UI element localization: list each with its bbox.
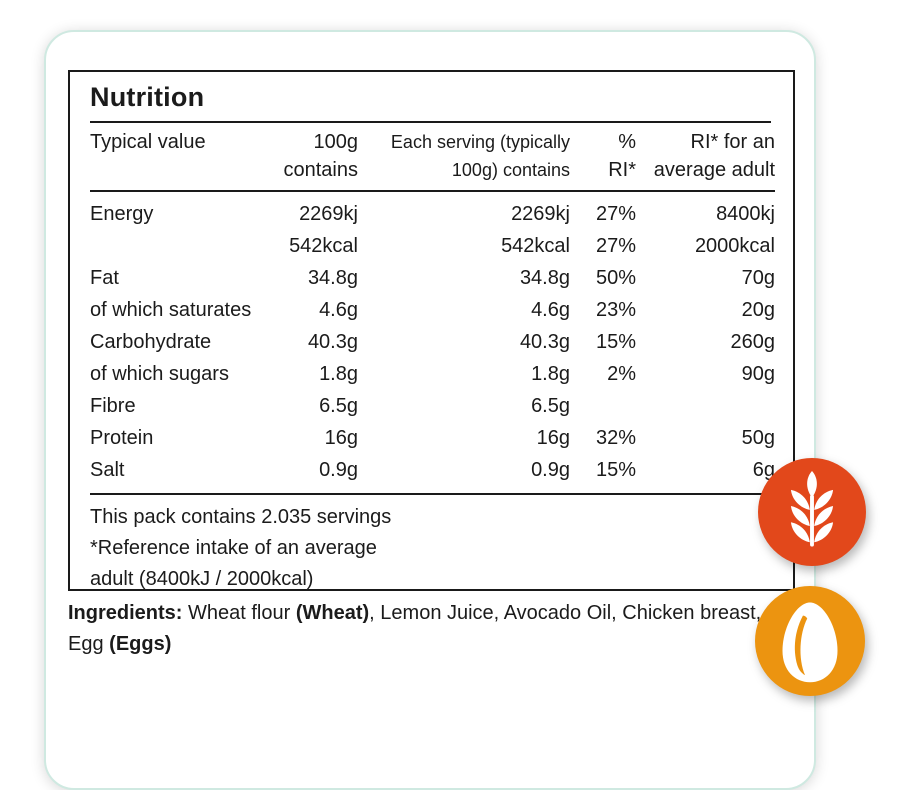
per-100g-value: 4.6g	[319, 299, 358, 321]
table-row: Carbohydrate 40.3g 40.3g 15% 260g	[90, 326, 775, 358]
nutrient-name: of which saturates	[90, 299, 252, 321]
egg-allergen-badge	[755, 586, 865, 696]
table-row: 542kcal 542kcal 27% 2000kcal	[90, 230, 775, 262]
divider	[90, 493, 771, 495]
egg-highlight	[794, 615, 808, 676]
header-percent-ri: % RI*	[570, 123, 636, 192]
per-100g-value: 0.9g	[319, 459, 358, 481]
percent-ri-value: 32%	[595, 427, 636, 449]
per-100g-value: 2269kj	[299, 203, 358, 225]
header-per-serving: Each serving (typically 100g) contains	[358, 123, 570, 192]
nutrition-title: Nutrition	[90, 82, 205, 112]
table-row: Protein 16g 16g 32% 50g	[90, 422, 775, 454]
percent-ri-value: 27%	[595, 203, 636, 225]
ingredients-segment: Egg	[68, 633, 110, 655]
per-serving-value: 34.8g	[519, 267, 570, 289]
per-serving-value: 4.6g	[531, 299, 570, 321]
egg-icon	[755, 586, 865, 696]
nutrition-table: Nutrition Typical value 100g contains Ea…	[68, 70, 795, 591]
nutrient-name: Energy	[90, 203, 154, 225]
ingredients-allergen-eggs: (Eggs)	[109, 633, 172, 655]
servings-note: This pack contains 2.035 servings	[90, 506, 392, 528]
percent-ri-value: 23%	[595, 299, 636, 321]
table-row: Salt 0.9g 0.9g 15% 6g	[90, 454, 775, 486]
percent-ri-value: 50%	[595, 267, 636, 289]
ri-adult-value: 20g	[741, 299, 775, 321]
percent-ri-value: 2%	[607, 363, 636, 385]
table-row: of which sugars 1.8g 1.8g 2% 90g	[90, 358, 775, 390]
per-100g-value: 6.5g	[319, 395, 358, 417]
ingredients-allergen-wheat: (Wheat)	[295, 602, 370, 624]
table-row: Energy 2269kj 2269kj 27% 8400kj	[90, 191, 775, 230]
nutrient-name: of which sugars	[90, 363, 229, 385]
nutrient-name: Fibre	[90, 395, 136, 417]
per-serving-value: 542kcal	[501, 235, 570, 257]
header-typical-value: Typical value	[90, 123, 272, 192]
ri-adult-value: 90g	[741, 363, 775, 385]
nutrient-name: Carbohydrate	[90, 331, 212, 353]
wheat-allergen-badge	[758, 458, 866, 566]
nutrient-name: Fat	[90, 267, 119, 289]
percent-ri-value: 27%	[595, 235, 636, 257]
table-header-row: Typical value 100g contains Each serving…	[90, 123, 775, 192]
nutrient-name	[90, 230, 272, 262]
percent-ri-value: 15%	[595, 331, 636, 353]
ri-adult-value	[636, 390, 775, 422]
ri-adult-value: 70g	[741, 267, 775, 289]
per-serving-value: 2269kj	[511, 203, 570, 225]
reference-intake-note: *Reference intake of an average adult (8…	[90, 537, 377, 590]
per-serving-value: 6.5g	[531, 395, 570, 417]
ingredients-segment: , Lemon Juice, Avocado Oil, Chicken brea…	[369, 602, 762, 624]
percent-ri-value	[570, 390, 636, 422]
per-100g-value: 40.3g	[307, 331, 358, 353]
ri-adult-value: 6g	[752, 459, 775, 481]
ri-adult-value: 8400kj	[716, 203, 775, 225]
table-row: of which saturates 4.6g 4.6g 23% 20g	[90, 294, 775, 326]
per-serving-value: 40.3g	[519, 331, 570, 353]
ingredients-segment: Wheat flour	[182, 602, 296, 624]
ri-adult-value: 260g	[730, 331, 776, 353]
ri-adult-value: 50g	[741, 427, 775, 449]
divider	[90, 121, 771, 123]
per-serving-value: 16g	[536, 427, 570, 449]
ri-adult-value: 2000kcal	[694, 235, 775, 257]
wheat-glyph	[790, 470, 834, 547]
header-ri-adult: RI* for an average adult	[636, 123, 775, 192]
nutrition-card: Nutrition Typical value 100g contains Ea…	[44, 30, 816, 790]
percent-ri-value: 15%	[595, 459, 636, 481]
table-row: Fibre 6.5g 6.5g	[90, 390, 775, 422]
nutrition-values-table: Typical value 100g contains Each serving…	[90, 123, 775, 486]
ingredients-label: Ingredients:	[68, 602, 183, 624]
table-footnotes: This pack contains 2.035 servings *Refer…	[70, 495, 793, 595]
per-100g-value: 542kcal	[289, 235, 358, 257]
per-100g-value: 1.8g	[319, 363, 358, 385]
wheat-icon	[758, 458, 866, 566]
header-per-100g: 100g contains	[272, 123, 358, 192]
nutrient-name: Salt	[90, 459, 125, 481]
table-row: Fat 34.8g 34.8g 50% 70g	[90, 262, 775, 294]
ingredients-text: Ingredients: Wheat flour (Wheat), Lemon …	[68, 598, 816, 660]
per-100g-value: 16g	[324, 427, 358, 449]
egg-glyph	[782, 602, 838, 683]
per-serving-value: 1.8g	[531, 363, 570, 385]
per-100g-value: 34.8g	[307, 267, 358, 289]
per-serving-value: 0.9g	[531, 459, 570, 481]
nutrient-name: Protein	[90, 427, 154, 449]
